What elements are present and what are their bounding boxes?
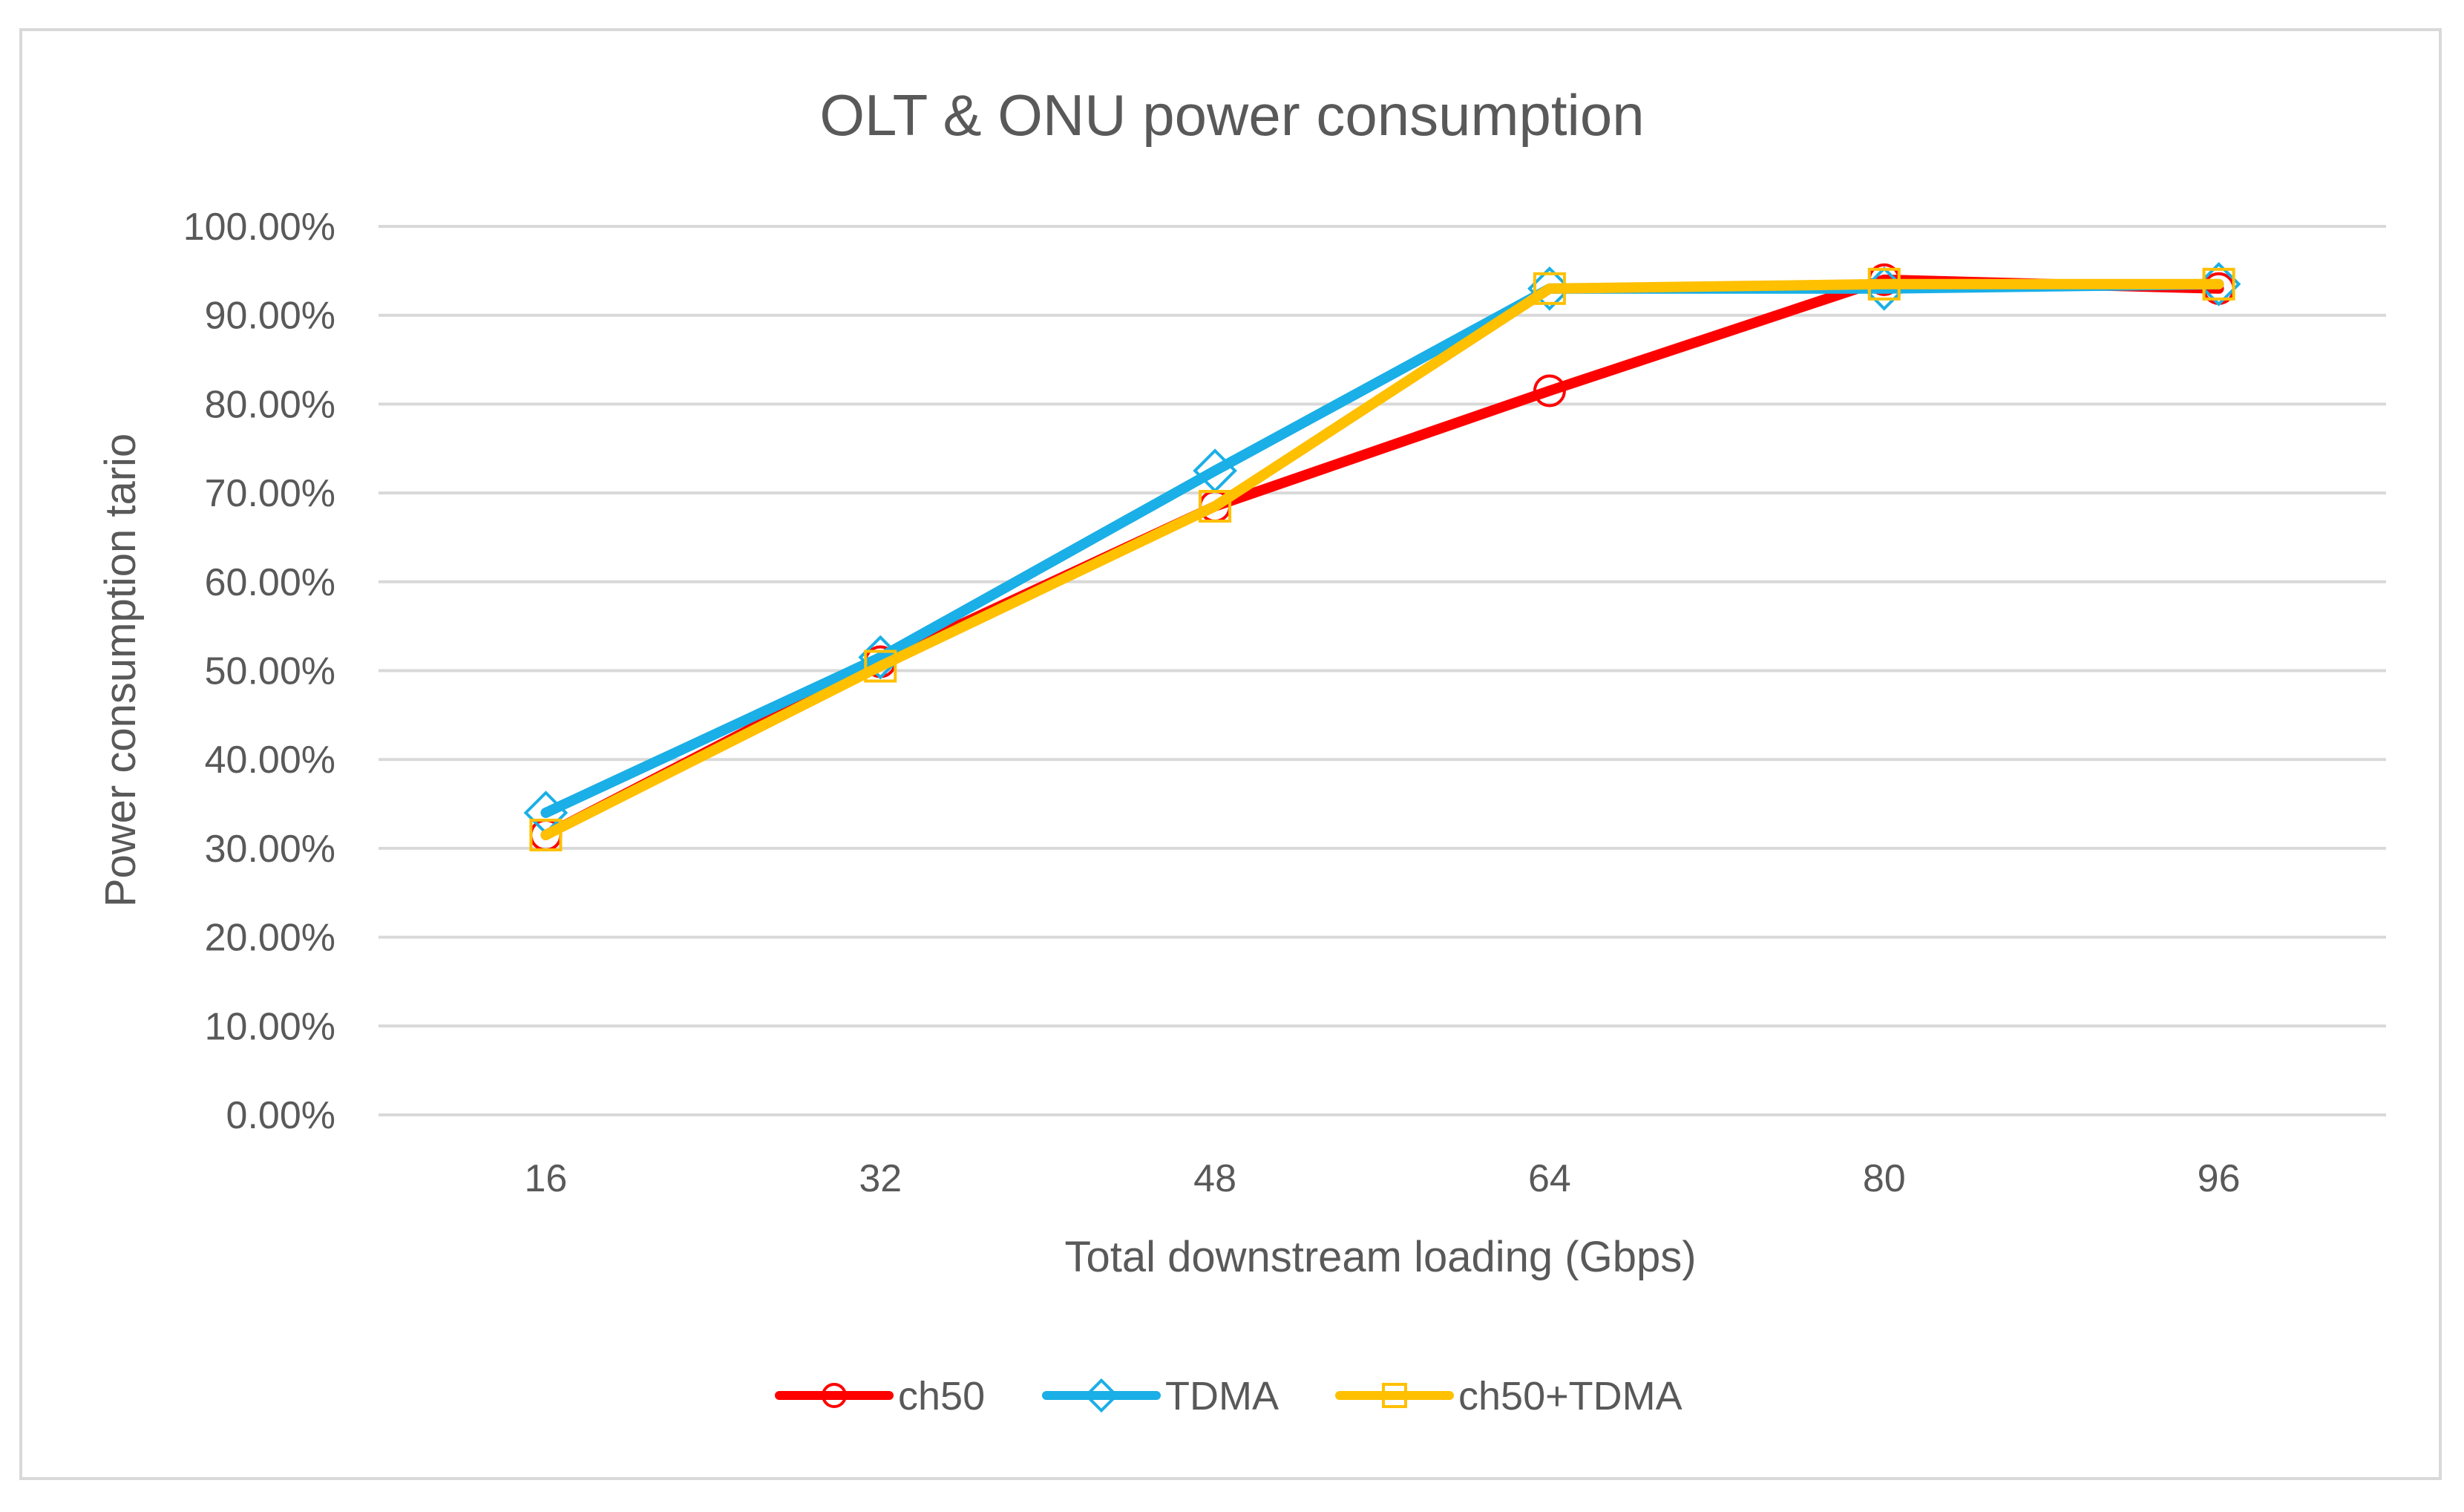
data-point-diamond: [1084, 1378, 1119, 1413]
chart-title: OLT & ONU power consumption: [819, 82, 1644, 148]
series-TDMA: [523, 261, 2241, 835]
data-point-square: [1382, 1383, 1407, 1408]
y-axis-title: Power consumption tario: [96, 433, 145, 907]
y-tick-label: 50.00%: [205, 650, 335, 693]
data-point-square: [1533, 272, 1566, 305]
legend-label: ch50+TDMA: [1458, 1374, 1682, 1418]
x-tick-label: 16: [524, 1157, 567, 1200]
y-tick-label: 20.00%: [205, 917, 335, 960]
y-axis-ticks: 0.00% 10.00% 20.00% 30.00% 40.00% 50.00% 60.00…: [183, 206, 335, 1137]
data-point-diamond: [1193, 448, 1237, 494]
y-tick-label: 60.00%: [205, 561, 335, 604]
gridlines: [379, 225, 2386, 1116]
y-tick-label: 10.00%: [205, 1005, 335, 1048]
chart-frame: [19, 28, 2442, 1480]
y-tick-label: 40.00%: [205, 739, 335, 782]
data-point-square: [2202, 267, 2235, 301]
data-point-square: [529, 818, 563, 851]
y-tick-label: 100.00%: [183, 206, 335, 249]
legend-label: TDMA: [1165, 1374, 1279, 1418]
y-tick-label: 90.00%: [205, 295, 335, 338]
legend-item-TDMA[interactable]: TDMA: [1042, 1374, 1279, 1418]
x-tick-label: 64: [1528, 1157, 1571, 1200]
series-line: [540, 278, 2224, 840]
data-point-square: [1867, 267, 1901, 301]
x-axis-ticks: 16 32 48 64 80 96: [524, 1157, 2240, 1200]
x-tick-label: 80: [1863, 1157, 1906, 1200]
x-tick-label: 32: [859, 1157, 902, 1200]
legend-label: ch50: [898, 1374, 985, 1418]
legend-item-ch50[interactable]: ch50: [775, 1374, 985, 1418]
data-point-square: [864, 649, 897, 683]
x-tick-label: 48: [1193, 1157, 1236, 1200]
legend[interactable]: ch50 TDMA ch50+TDMA: [775, 1374, 1682, 1418]
series-ch50+TDMA: [529, 267, 2235, 851]
data-point-circle: [1533, 374, 1566, 408]
y-tick-label: 70.00%: [205, 472, 335, 515]
legend-item-ch50+TDMA[interactable]: ch50+TDMA: [1335, 1374, 1682, 1418]
plot-series: [523, 261, 2241, 851]
x-axis-title: Total downstream loading (Gbps): [1064, 1233, 1696, 1281]
data-point-square: [1199, 490, 1232, 523]
y-tick-label: 30.00%: [205, 828, 335, 871]
series-line: [540, 274, 2224, 840]
series-line: [540, 278, 2224, 819]
y-tick-label: 0.00%: [226, 1094, 335, 1137]
series-ch50: [529, 263, 2235, 851]
x-tick-label: 96: [2198, 1157, 2241, 1200]
y-tick-label: 80.00%: [205, 383, 335, 426]
data-point-circle: [822, 1383, 847, 1408]
